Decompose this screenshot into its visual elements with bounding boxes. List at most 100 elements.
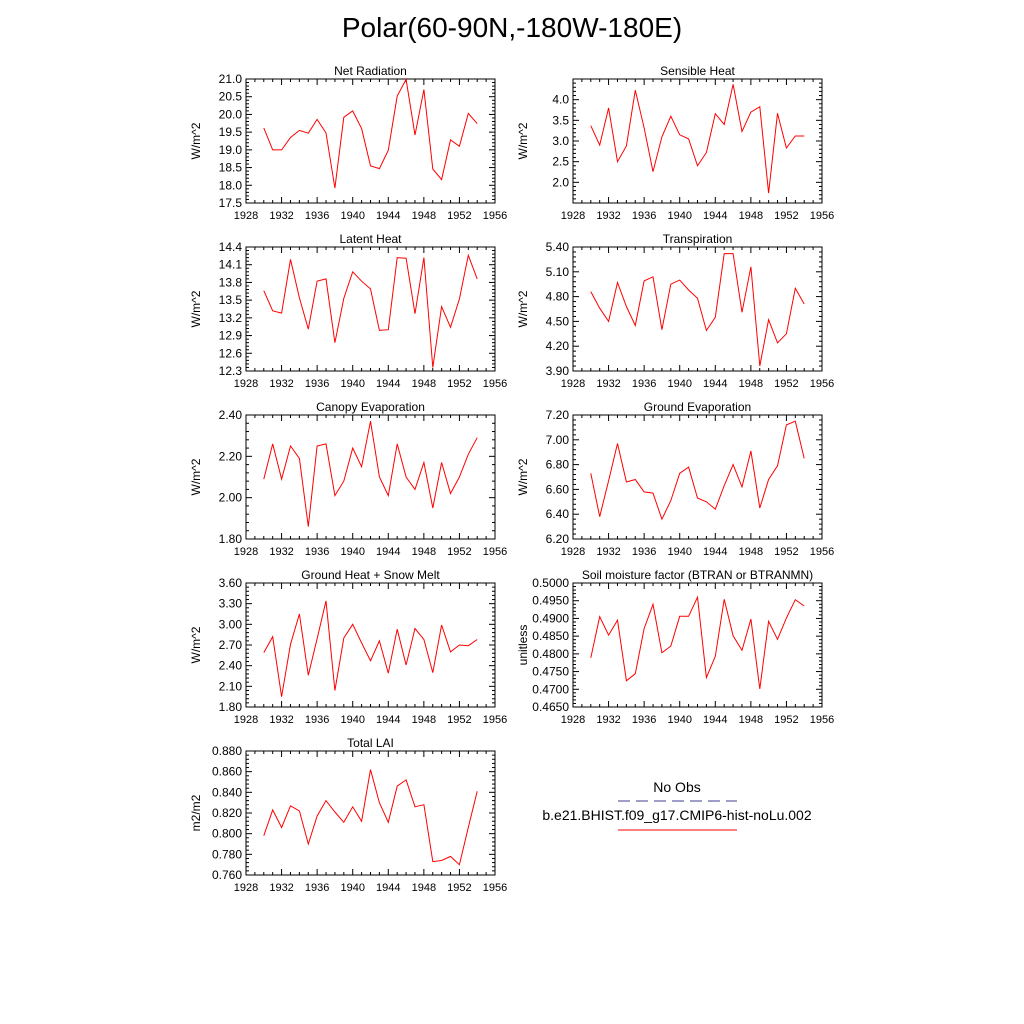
panel-transpiration-title: Transpiration	[663, 232, 733, 246]
panel-net-radiation: Net Radiation W/m^2 1928 1932 1936 1940 1944 19…	[189, 64, 507, 222]
panel-total-lai-series-line	[263, 769, 478, 866]
panel-soil-moisture-factor-btran-or-btranmn-xtick-label: 1956	[810, 714, 834, 726]
panel-transpiration: Transpiration W/m^2 1928 1932 1936 1940 1944 19…	[516, 232, 834, 390]
panel-soil-moisture-factor-btran-or-btranmn-xtick-label: 1928	[561, 714, 585, 726]
panel-total-lai-ytick-label: 0.840	[212, 785, 242, 799]
panel-transpiration-xtick-label: 1944	[703, 378, 727, 390]
panel-latent-heat-xtick-label: 1936	[305, 378, 329, 390]
panel-transpiration-frame	[572, 246, 823, 372]
panel-transpiration-xtick-label: 1928	[561, 378, 585, 390]
panel-canopy-evaporation-series-line	[263, 421, 478, 527]
panel-ground-evaporation: Ground Evaporation W/m^2 1928 1932 1936 1940 1…	[516, 400, 834, 558]
panel-total-lai-title: Total LAI	[347, 736, 394, 750]
panel-latent-heat-ytick-label: 12.3	[219, 364, 243, 378]
panel-ground-heat-snow-melt-ytick-label: 3.60	[219, 576, 243, 590]
panel-latent-heat-ytick-label: 12.9	[219, 329, 243, 343]
panel-soil-moisture-factor-btran-or-btranmn-series-line	[590, 595, 805, 689]
panel-canopy-evaporation-title: Canopy Evaporation	[316, 400, 425, 414]
panel-latent-heat-xtick-label: 1932	[269, 378, 293, 390]
panel-ground-evaporation-xtick-label: 1944	[703, 546, 727, 558]
panel-latent-heat-xtick-label: 1944	[376, 378, 400, 390]
panel-ground-heat-snow-melt-ytick-label: 3.00	[219, 617, 243, 631]
panel-latent-heat-ytick-label: 14.4	[219, 240, 243, 254]
panel-ground-evaporation-title: Ground Evaporation	[644, 400, 751, 414]
panel-sensible-heat: Sensible Heat W/m^2 1928 1932 1936 1940 1944 19…	[516, 64, 834, 222]
panel-transpiration-ytick-label: 4.80	[546, 290, 570, 304]
panel-latent-heat-xtick-label: 1952	[447, 378, 471, 390]
panel-ground-evaporation-xtick-label: 1932	[596, 546, 620, 558]
panel-soil-moisture-factor-btran-or-btranmn-ylabel: unitless	[516, 625, 530, 666]
panel-ground-evaporation-ytick-label: 6.80	[546, 458, 570, 472]
panel-net-radiation-ytick-label: 18.5	[219, 161, 243, 175]
panel-latent-heat-ytick-label: 14.1	[219, 258, 243, 272]
panel-total-lai-xtick-label: 1944	[376, 882, 400, 894]
panel-latent-heat: Latent Heat W/m^2 1928 1932 1936 1940 1944 1948…	[189, 232, 507, 390]
panel-total-lai-ytick-label: 0.860	[212, 765, 242, 779]
panel-canopy-evaporation-xtick-label: 1932	[269, 546, 293, 558]
panel-sensible-heat-ytick-label: 2.0	[552, 175, 569, 189]
panel-soil-moisture-factor-btran-or-btranmn-ytick-label: 0.4650	[532, 700, 569, 714]
panel-canopy-evaporation-ylabel: W/m^2	[189, 458, 203, 495]
panel-canopy-evaporation-xtick-label: 1948	[412, 546, 436, 558]
panel-transpiration-xtick-label: 1932	[596, 378, 620, 390]
panel-net-radiation-xtick-label: 1932	[269, 210, 293, 222]
panel-soil-moisture-factor-btran-or-btranmn-ytick-label: 0.4950	[532, 594, 569, 608]
panel-total-lai: Total LAI m2/m2 1928 1932 1936 1940 1944 1948 19…	[189, 736, 507, 894]
panel-ground-heat-snow-melt-xtick-label: 1944	[376, 714, 400, 726]
panel-soil-moisture-factor-btran-or-btranmn-ytick-label: 0.4800	[532, 647, 569, 661]
panel-canopy-evaporation-ytick-label: 1.80	[219, 532, 243, 546]
panel-total-lai-xtick-label: 1928	[234, 882, 258, 894]
panel-sensible-heat-ytick-label: 4.0	[552, 93, 569, 107]
panel-ground-evaporation-xtick-label: 1928	[561, 546, 585, 558]
panel-net-radiation-title: Net Radiation	[334, 64, 407, 78]
panel-canopy-evaporation-xtick-label: 1956	[483, 546, 507, 558]
panel-net-radiation-ytick-label: 18.0	[219, 178, 243, 192]
panel-canopy-evaporation: Canopy Evaporation W/m^2 1928 1932 1936 1940 1…	[189, 400, 507, 558]
panel-ground-evaporation-xtick-label: 1956	[810, 546, 834, 558]
panel-net-radiation-ytick-label: 20.0	[219, 107, 243, 121]
panel-net-radiation-xtick-label: 1940	[340, 210, 364, 222]
panel-soil-moisture-factor-btran-or-btranmn: Soil moisture factor (BTRAN or BTRANMN) u…	[516, 568, 834, 726]
panel-canopy-evaporation-xtick-label: 1944	[376, 546, 400, 558]
panel-total-lai-ytick-label: 0.760	[212, 868, 242, 882]
panel-sensible-heat-xtick-label: 1952	[774, 210, 798, 222]
panel-soil-moisture-factor-btran-or-btranmn-xtick-label: 1948	[739, 714, 763, 726]
panel-ground-heat-snow-melt-ytick-label: 2.70	[219, 638, 243, 652]
panel-net-radiation-ytick-label: 17.5	[219, 196, 243, 210]
panel-ground-evaporation-series-line	[590, 420, 805, 521]
panel-ground-heat-snow-melt-ytick-label: 2.10	[219, 679, 243, 693]
panel-net-radiation-ytick-label: 19.0	[219, 143, 243, 157]
panel-sensible-heat-xtick-label: 1936	[632, 210, 656, 222]
panel-ground-heat-snow-melt: Ground Heat + Snow Melt W/m^2 1928 1932 1936…	[189, 568, 507, 726]
panel-transpiration-ytick-label: 5.40	[546, 240, 570, 254]
panel-transpiration-xtick-label: 1948	[739, 378, 763, 390]
panel-soil-moisture-factor-btran-or-btranmn-ytick-label: 0.4700	[532, 682, 569, 696]
panel-sensible-heat-xtick-label: 1940	[667, 210, 691, 222]
panel-soil-moisture-factor-btran-or-btranmn-xtick-label: 1944	[703, 714, 727, 726]
panel-total-lai-ytick-label: 0.800	[212, 827, 242, 841]
panel-transpiration-xtick-label: 1952	[774, 378, 798, 390]
panel-sensible-heat-series-line	[590, 84, 805, 194]
panel-net-radiation-series-line	[263, 77, 478, 189]
panel-latent-heat-xtick-label: 1948	[412, 378, 436, 390]
legend: No Obs b.e21.BHIST.f09_g17.CMIP6-hist-noL…	[542, 779, 812, 831]
panel-soil-moisture-factor-btran-or-btranmn-ytick-label: 0.5000	[532, 576, 569, 590]
panel-transpiration-ytick-label: 3.90	[546, 364, 570, 378]
panel-net-radiation-xtick-label: 1936	[305, 210, 329, 222]
panel-sensible-heat-xtick-label: 1928	[561, 210, 585, 222]
panel-net-radiation-xtick-label: 1948	[412, 210, 436, 222]
panel-ground-evaporation-ytick-label: 7.20	[546, 408, 570, 422]
panel-total-lai-xtick-label: 1936	[305, 882, 329, 894]
panel-soil-moisture-factor-btran-or-btranmn-xtick-label: 1932	[596, 714, 620, 726]
panel-latent-heat-ytick-label: 13.2	[219, 311, 243, 325]
panel-total-lai-ytick-label: 0.820	[212, 806, 242, 820]
panel-latent-heat-series-line	[263, 253, 478, 368]
panel-net-radiation-xtick-label: 1956	[483, 210, 507, 222]
panel-ground-evaporation-xtick-label: 1948	[739, 546, 763, 558]
panel-latent-heat-ytick-label: 13.5	[219, 293, 243, 307]
panel-sensible-heat-xtick-label: 1944	[703, 210, 727, 222]
panel-ground-heat-snow-melt-ytick-label: 2.40	[219, 659, 243, 673]
panel-soil-moisture-factor-btran-or-btranmn-ytick-label: 0.4850	[532, 629, 569, 643]
panel-canopy-evaporation-xtick-label: 1952	[447, 546, 471, 558]
panel-transpiration-xtick-label: 1940	[667, 378, 691, 390]
